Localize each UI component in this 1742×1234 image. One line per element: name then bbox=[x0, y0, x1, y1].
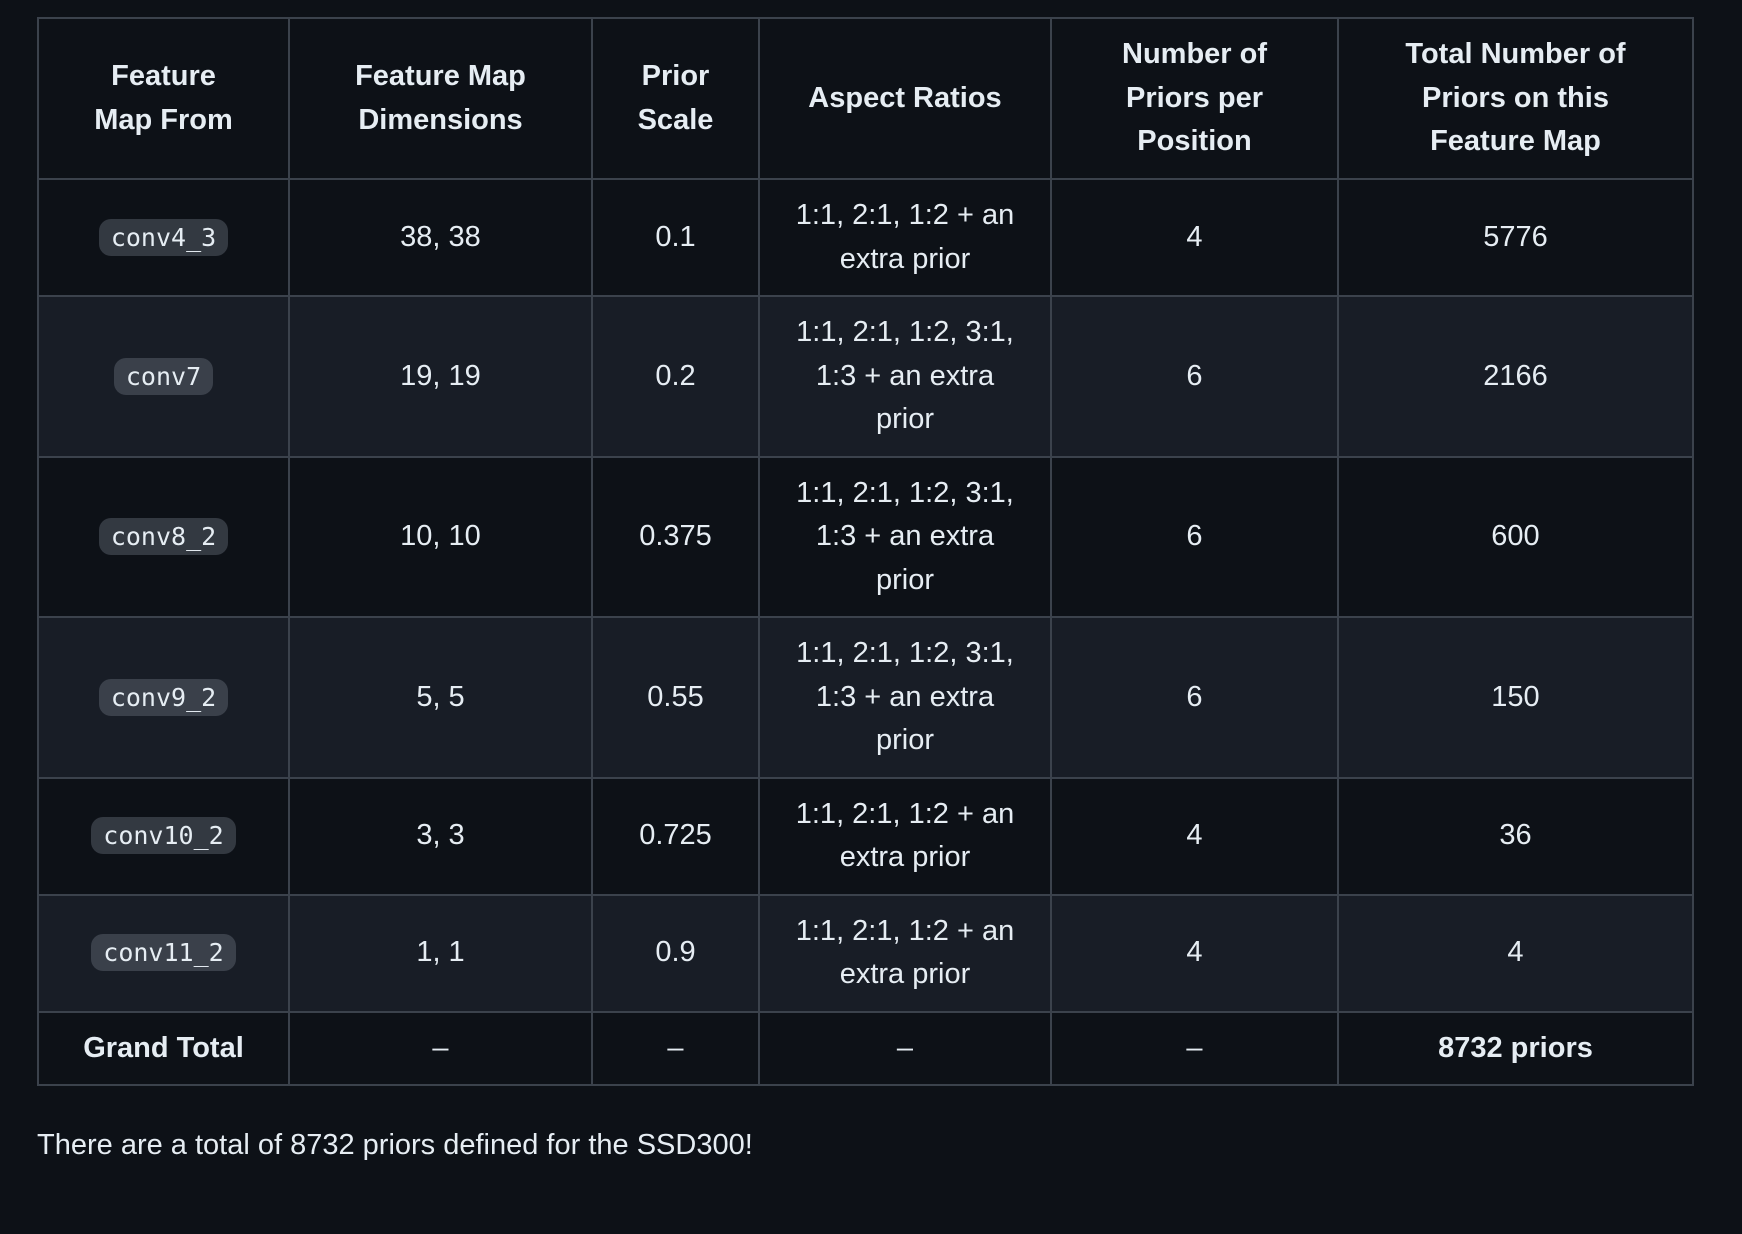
col-header-priors-per-position: Number of Priors per Position bbox=[1050, 17, 1339, 180]
feature-map-code-badge: conv9_2 bbox=[98, 678, 229, 716]
prior-scale-cell: 0.55 bbox=[591, 616, 760, 779]
col-header-feature-map-dimensions: Feature Map Dimensions bbox=[288, 17, 593, 180]
dimensions-cell: – bbox=[288, 1010, 593, 1086]
prior-scale-cell: 0.375 bbox=[591, 455, 760, 618]
col-header-label: Feature Map From bbox=[94, 60, 233, 136]
total-priors-cell: 36 bbox=[1337, 776, 1694, 896]
col-header-total-priors: Total Number of Priors on this Feature M… bbox=[1337, 17, 1694, 180]
feature-map-code-badge: conv8_2 bbox=[98, 518, 229, 555]
col-header-label: Feature Map Dimensions bbox=[355, 60, 526, 136]
priors-per-position-cell: 4 bbox=[1050, 776, 1339, 896]
col-header-label: Aspect Ratios bbox=[808, 81, 1002, 114]
priors-per-position-cell: – bbox=[1050, 1010, 1339, 1086]
aspect-ratios-cell: 1:1, 2:1, 1:2, 3:1, 1:3 + an extra prior bbox=[758, 616, 1052, 779]
col-header-label: Number of Priors per Position bbox=[1122, 38, 1267, 158]
aspect-ratios-cell: 1:1, 2:1, 1:2 + an extra prior bbox=[758, 893, 1052, 1013]
aspect-ratios-cell: 1:1, 2:1, 1:2 + an extra prior bbox=[758, 776, 1052, 896]
header-row: Feature Map From Feature Map Dimensions … bbox=[37, 17, 1694, 180]
feature-map-cell: conv9_2 bbox=[37, 616, 290, 779]
feature-map-cell: conv11_2 bbox=[37, 893, 290, 1013]
dimensions-cell: 1, 1 bbox=[288, 893, 593, 1013]
table-row-conv9_2: conv9_2 5, 5 0.55 1:1, 2:1, 1:2, 3:1, 1:… bbox=[37, 616, 1694, 779]
feature-map-code-badge: conv7 bbox=[113, 357, 214, 395]
feature-map-cell: conv7 bbox=[37, 295, 290, 458]
col-header-aspect-ratios: Aspect Ratios bbox=[758, 17, 1052, 180]
total-priors-cell: 150 bbox=[1337, 616, 1694, 779]
total-priors-cell: 4 bbox=[1337, 893, 1694, 1013]
col-header-feature-map-from: Feature Map From bbox=[37, 17, 290, 180]
prior-scale-cell: 0.2 bbox=[591, 295, 760, 458]
prior-scale-cell: 0.9 bbox=[591, 893, 760, 1013]
priors-per-position-cell: 6 bbox=[1050, 455, 1339, 618]
grand-total-label: Grand Total bbox=[37, 1010, 290, 1086]
grand-total-priors-cell: 8732 priors bbox=[1337, 1010, 1694, 1086]
aspect-ratios-cell: 1:1, 2:1, 1:2, 3:1, 1:3 + an extra prior bbox=[758, 455, 1052, 618]
priors-per-position-cell: 6 bbox=[1050, 616, 1339, 779]
grand-total-row: Grand Total – – – – 8732 priors bbox=[37, 1010, 1694, 1086]
priors-summary-table: Feature Map From Feature Map Dimensions … bbox=[37, 17, 1694, 1086]
total-priors-cell: 600 bbox=[1337, 455, 1694, 618]
feature-map-cell: conv8_2 bbox=[37, 455, 290, 618]
prior-scale-cell: – bbox=[591, 1010, 760, 1086]
aspect-ratios-cell: 1:1, 2:1, 1:2 + an extra prior bbox=[758, 178, 1052, 297]
col-header-label: Total Number of Priors on this Feature M… bbox=[1405, 38, 1626, 158]
table-row-conv7: conv7 19, 19 0.2 1:1, 2:1, 1:2, 3:1, 1:3… bbox=[37, 295, 1694, 458]
prior-scale-cell: 0.725 bbox=[591, 776, 760, 896]
summary-note: There are a total of 8732 priors defined… bbox=[37, 1129, 753, 1161]
col-header-label: Prior Scale bbox=[637, 60, 714, 136]
feature-map-code-badge: conv11_2 bbox=[91, 934, 236, 972]
table-row-conv8_2: conv8_2 10, 10 0.375 1:1, 2:1, 1:2, 3:1,… bbox=[37, 455, 1694, 618]
dimensions-cell: 10, 10 bbox=[288, 455, 593, 618]
feature-map-code-badge: conv10_2 bbox=[91, 817, 236, 855]
feature-map-cell: conv4_3 bbox=[37, 178, 290, 297]
priors-per-position-cell: 4 bbox=[1050, 893, 1339, 1013]
table-row-conv4_3: conv4_3 38, 38 0.1 1:1, 2:1, 1:2 + an ex… bbox=[37, 178, 1694, 297]
table-row-conv11_2: conv11_2 1, 1 0.9 1:1, 2:1, 1:2 + an ext… bbox=[37, 893, 1694, 1013]
total-priors-cell: 5776 bbox=[1337, 178, 1694, 297]
prior-scale-cell: 0.1 bbox=[591, 178, 760, 297]
table-row-conv10_2: conv10_2 3, 3 0.725 1:1, 2:1, 1:2 + an e… bbox=[37, 776, 1694, 896]
priors-per-position-cell: 6 bbox=[1050, 295, 1339, 458]
total-priors-cell: 2166 bbox=[1337, 295, 1694, 458]
col-header-prior-scale: Prior Scale bbox=[591, 17, 760, 180]
aspect-ratios-cell: – bbox=[758, 1010, 1052, 1086]
dimensions-cell: 38, 38 bbox=[288, 178, 593, 297]
dimensions-cell: 5, 5 bbox=[288, 616, 593, 779]
feature-map-cell: conv10_2 bbox=[37, 776, 290, 896]
feature-map-code-badge: conv4_3 bbox=[98, 218, 229, 256]
dimensions-cell: 19, 19 bbox=[288, 295, 593, 458]
aspect-ratios-cell: 1:1, 2:1, 1:2, 3:1, 1:3 + an extra prior bbox=[758, 295, 1052, 458]
dimensions-cell: 3, 3 bbox=[288, 776, 593, 896]
priors-per-position-cell: 4 bbox=[1050, 178, 1339, 297]
